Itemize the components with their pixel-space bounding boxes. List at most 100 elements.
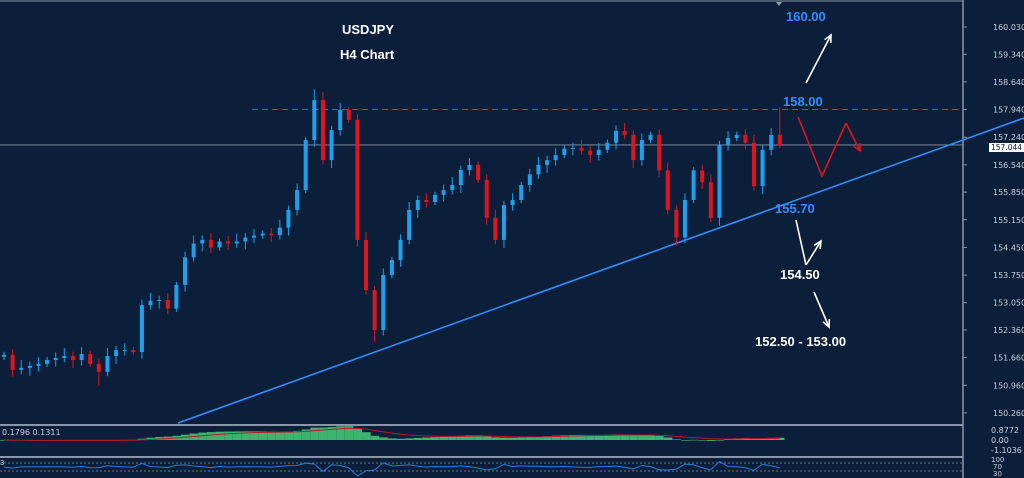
macd-bar <box>301 429 311 440</box>
candle-body <box>329 130 334 161</box>
macd-bar <box>698 439 707 441</box>
candle-body <box>148 300 153 306</box>
y-tick-label: 160.030 <box>993 23 1024 32</box>
candle-body <box>208 239 213 248</box>
macd-bar <box>749 438 759 440</box>
y-tick-label: 152.360 <box>993 326 1024 335</box>
candle-body <box>96 363 101 372</box>
macd-bar <box>456 435 466 440</box>
y-tick-label: 154.450 <box>993 243 1024 252</box>
macd-bar <box>413 437 423 440</box>
macd-header: 0.1796 0.1311 <box>2 428 61 437</box>
candle-body <box>510 200 515 206</box>
candle-body <box>708 182 713 218</box>
macd-tick-min: -1.1036 <box>991 446 1022 455</box>
candle-body <box>243 237 248 242</box>
oscillator-header: 3 <box>0 459 5 467</box>
annotation-target-low: 152.50 - 153.00 <box>755 334 847 349</box>
arrow-down-to-153-head <box>822 318 831 329</box>
macd-bar <box>336 426 345 440</box>
macd-bar <box>267 431 276 440</box>
candle-body <box>79 354 84 360</box>
macd-bar <box>370 435 380 440</box>
macd-bar <box>405 438 414 440</box>
oscillator-tick-70: 70 <box>993 463 1002 471</box>
macd-bar <box>655 435 664 440</box>
candle-body <box>674 209 679 238</box>
current-price-label: 157.044 <box>989 143 1024 152</box>
candle-body <box>596 149 601 155</box>
macd-bar <box>577 434 587 440</box>
candle-body <box>355 119 360 240</box>
macd-bar <box>362 432 371 440</box>
macd-bar <box>353 428 363 440</box>
macd-bar <box>224 431 233 440</box>
candle-body <box>407 209 412 240</box>
arrow-rebound-head <box>813 239 822 250</box>
macd-bar <box>379 437 388 440</box>
macd-bar <box>448 436 457 440</box>
candle-body <box>398 239 403 261</box>
candle-body <box>536 164 541 175</box>
macd-bar <box>249 431 259 440</box>
macd-bar <box>206 432 216 440</box>
candle-body <box>433 194 437 202</box>
macd-bar <box>715 439 725 441</box>
y-tick-label: 153.750 <box>993 271 1024 280</box>
macd-bar <box>620 434 630 440</box>
candle-body <box>346 109 351 120</box>
arrow-up-to-160 <box>805 34 832 84</box>
candle-body <box>562 148 567 155</box>
macd-bar <box>310 427 319 440</box>
macd-bar <box>568 434 578 440</box>
macd-tick-max: 0.8772 <box>991 426 1019 435</box>
macd-bar <box>474 435 483 440</box>
annotation-resistance: 158.00 <box>783 94 823 109</box>
y-tick-label: 158.640 <box>993 78 1024 87</box>
candle-body <box>320 100 325 161</box>
candle-body <box>389 260 394 276</box>
macd-bar <box>198 432 207 440</box>
candle-body <box>665 170 670 210</box>
macd-bar <box>344 426 354 440</box>
macd-bar <box>318 427 328 440</box>
main-plot-area <box>0 0 963 424</box>
candle-body <box>415 200 420 210</box>
candle-body <box>622 130 627 135</box>
candle-body <box>27 365 32 368</box>
candle-body <box>295 190 300 210</box>
candle-body <box>648 134 653 140</box>
candle-body <box>657 134 662 171</box>
candle-body <box>734 134 739 138</box>
candle-body <box>200 239 205 244</box>
candle-body <box>131 350 136 353</box>
candle-body <box>777 134 782 146</box>
candle-body <box>424 200 429 202</box>
candle-body <box>545 160 550 165</box>
macd-bar <box>724 439 733 440</box>
candle-body <box>45 359 50 364</box>
macd-bar <box>663 437 673 440</box>
candle-body <box>682 200 687 238</box>
macd-bar <box>499 437 509 440</box>
macd-bar <box>465 435 475 440</box>
annotation-target-high: 160.00 <box>786 9 826 24</box>
candle-body <box>450 185 455 191</box>
candle-body <box>165 299 170 309</box>
annotation-support: 155.70 <box>775 201 815 216</box>
candle-body <box>105 356 110 372</box>
macd-bar <box>293 430 302 440</box>
arrow-rebound <box>805 240 822 266</box>
macd-signal-line <box>3 427 780 441</box>
candle-body <box>217 241 222 248</box>
y-tick-label: 159.340 <box>993 50 1024 59</box>
macd-bar <box>603 434 612 440</box>
y-tick-label: 157.240 <box>993 133 1024 142</box>
macd-bar <box>612 434 621 440</box>
macd-bar <box>637 435 647 440</box>
candle-body <box>476 164 481 180</box>
macd-bar <box>491 437 500 440</box>
macd-bar <box>137 438 147 440</box>
y-tick-label: 157.940 <box>993 106 1024 115</box>
